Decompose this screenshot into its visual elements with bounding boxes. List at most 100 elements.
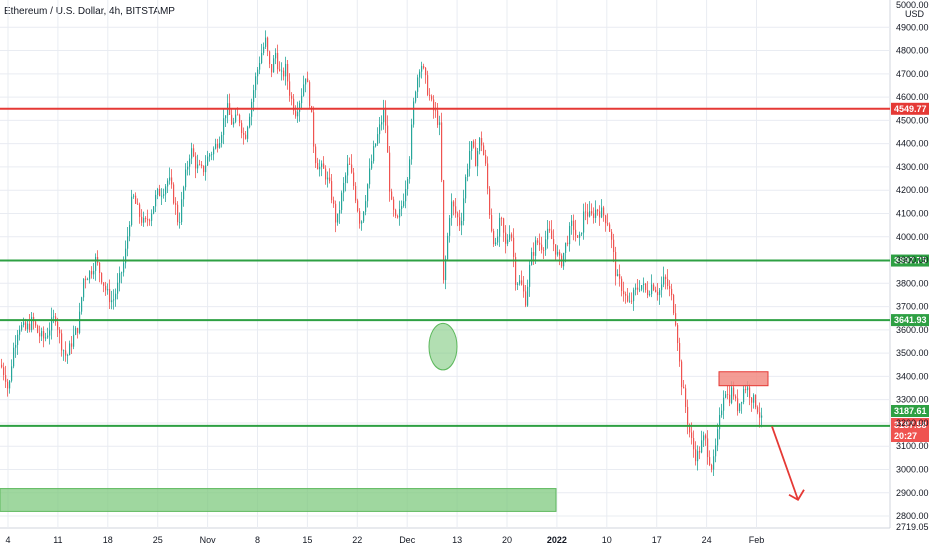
candle-body: [567, 242, 569, 245]
time-tick-label: Dec: [399, 535, 416, 545]
candle-body: [579, 234, 581, 238]
candle-body: [431, 96, 433, 100]
candle-body: [573, 220, 575, 230]
candle-body: [275, 52, 277, 59]
candle-body: [761, 415, 763, 418]
time-tick-label: 22: [352, 535, 362, 545]
candle-body: [295, 110, 297, 117]
candle-body: [513, 237, 515, 258]
candle-body: [749, 387, 751, 398]
current-red-badge: [891, 418, 929, 442]
candle-body: [365, 201, 367, 212]
candle-body: [179, 222, 181, 223]
candle-body: [631, 300, 633, 302]
price-axis[interactable]: 2800.00 2900.00 3000.00 3100.00 3200.00 3300.…: [896, 0, 929, 532]
candle-body: [157, 188, 159, 195]
annotations: [428, 322, 805, 501]
candle-body: [139, 204, 141, 217]
candle-body: [651, 284, 653, 295]
price-tick-label: 4600.00: [896, 92, 929, 102]
candle-body: [145, 217, 147, 219]
candle-body: [523, 284, 525, 292]
candle-body: [625, 294, 627, 296]
candle-body: [645, 283, 647, 290]
candle-body: [721, 410, 723, 416]
arrow-head: [788, 489, 805, 501]
candle-body: [401, 206, 403, 210]
candle-body: [289, 81, 291, 96]
candle-body: [195, 156, 197, 169]
candle-body: [455, 206, 457, 214]
candle-body: [219, 143, 221, 148]
candle-body: [719, 415, 721, 430]
resistance-box: [718, 371, 769, 387]
candle-body: [705, 435, 707, 439]
price-tick-label: 2800.00: [896, 511, 929, 521]
candle-body: [697, 451, 699, 462]
candle-body: [347, 163, 349, 176]
candle-body: [75, 327, 77, 335]
candle-body: [421, 65, 423, 72]
candle-body: [279, 69, 281, 71]
candle-body: [547, 228, 549, 240]
candle-body: [261, 52, 263, 63]
candle-body: [103, 282, 105, 286]
candle-body: [453, 201, 455, 207]
price-tick-label: 4200.00: [896, 185, 929, 195]
candle-body: [163, 194, 165, 196]
candle-body: [31, 316, 33, 330]
candle-body: [61, 333, 63, 351]
candle-body: [223, 118, 225, 135]
price-tick-label: 4400.00: [896, 139, 929, 149]
candle-body: [583, 211, 585, 233]
candle-body: [511, 234, 513, 238]
candle-body: [479, 138, 481, 152]
candle-body: [67, 355, 69, 356]
candle-body: [147, 218, 149, 221]
candle-body: [271, 64, 273, 73]
candle-body: [659, 290, 661, 296]
candle-body: [141, 216, 143, 223]
candle-body: [247, 127, 249, 139]
candle-body: [377, 134, 379, 144]
candle-body: [467, 168, 469, 177]
demand-zone-box: [0, 488, 557, 512]
candle-body: [351, 164, 353, 173]
candle-body: [127, 236, 129, 249]
candle-body: [693, 438, 695, 450]
candle-body: [741, 402, 743, 404]
candle-body: [313, 112, 315, 147]
candle-body: [197, 164, 199, 169]
time-axis[interactable]: 4 11 18 25 Nov 8 15 22 Dec 13 20 2022 10 17 24 Feb: [5, 535, 764, 545]
candle-body: [241, 122, 243, 134]
candle-body: [29, 323, 31, 330]
candle-body: [7, 381, 9, 389]
candle-body: [753, 394, 755, 403]
candle-body: [167, 180, 169, 187]
candle-body: [723, 397, 725, 411]
candle-body: [309, 82, 311, 107]
candle-body: [681, 361, 683, 387]
candle-body: [603, 207, 605, 216]
candle-body: [325, 168, 327, 180]
candle-body: [43, 331, 45, 339]
candle-body: [91, 271, 93, 275]
candle-body: [77, 327, 79, 333]
candle-body: [341, 192, 343, 211]
candle-body: [297, 111, 299, 117]
candle-body: [531, 252, 533, 265]
candle-body: [133, 195, 135, 197]
candle-body: [707, 438, 709, 458]
candle-body: [181, 199, 183, 223]
candle-body: [443, 180, 445, 281]
candle-body: [535, 240, 537, 256]
candle-body: [15, 344, 17, 348]
candle-body: [349, 163, 351, 165]
support-3641-badge: [891, 314, 929, 327]
current-red-badge-label: 3187.58: [894, 420, 927, 430]
candle-body: [305, 78, 307, 85]
candle-body: [713, 456, 715, 470]
candle-body: [437, 110, 439, 125]
candle-body: [281, 70, 283, 72]
